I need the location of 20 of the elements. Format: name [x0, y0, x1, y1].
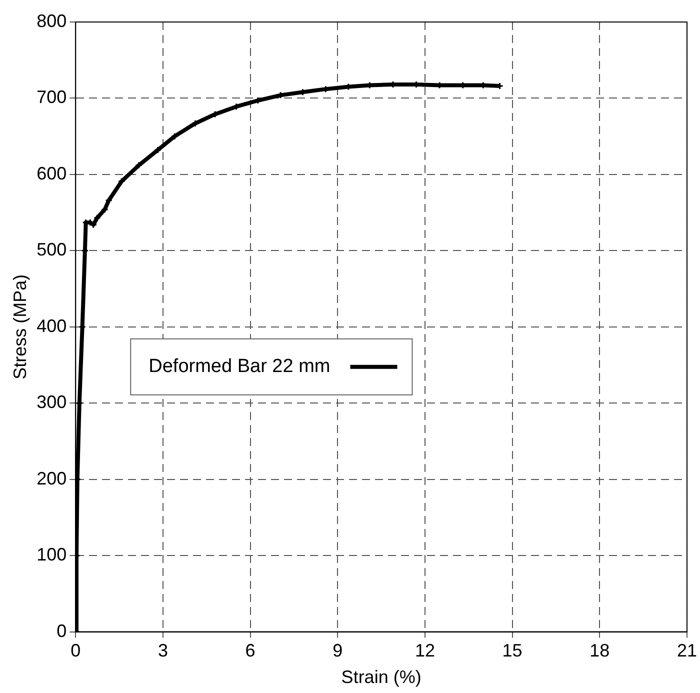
x-axis-title: Strain (%): [341, 667, 422, 688]
x-tick-label: 18: [590, 640, 610, 661]
x-tick-label: 12: [414, 640, 435, 661]
y-tick-label: 0: [56, 620, 67, 641]
x-tick-label: 6: [245, 640, 256, 661]
x-tick-label: 3: [158, 640, 168, 661]
y-tick-label: 100: [36, 544, 67, 565]
x-tick-label: 0: [70, 640, 81, 661]
y-tick-label: 500: [36, 240, 67, 260]
y-tick-label: 200: [36, 468, 67, 488]
x-tick-label: 9: [332, 640, 343, 661]
x-tick-label: 21: [676, 640, 698, 661]
y-axis-title: Stress (MPa): [10, 274, 30, 380]
y-tick-label: 700: [36, 87, 67, 108]
x-tick-label: 15: [502, 640, 522, 661]
y-tick-label: 800: [36, 10, 67, 31]
y-tick-label: 300: [36, 392, 67, 412]
legend-label: Deformed Bar 22 mm: [148, 356, 330, 378]
y-tick-label: 600: [36, 163, 67, 184]
y-tick-label: 400: [36, 316, 67, 336]
